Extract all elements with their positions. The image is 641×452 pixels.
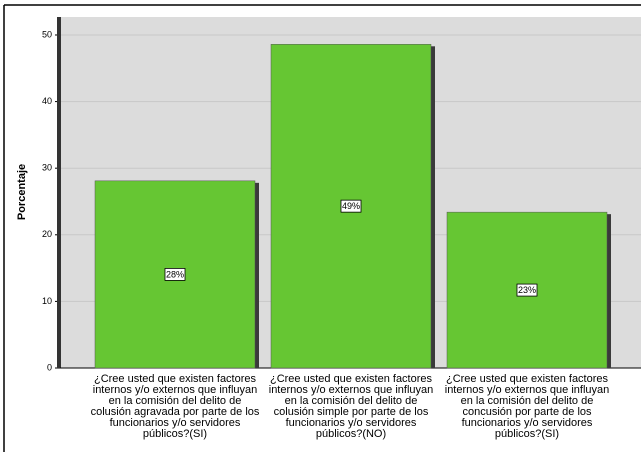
bar-shadow: [607, 214, 611, 368]
data-label: 28%: [166, 269, 184, 279]
y-tick-label: 10: [42, 296, 52, 306]
x-tick-label: ¿Cree usted que existen factores interno…: [444, 373, 610, 440]
y-axis-label: Porcentaje: [16, 164, 28, 220]
data-label-box: [164, 268, 186, 281]
data-label-box: [516, 283, 538, 297]
y-tick-label: 20: [42, 229, 52, 239]
x-tick-label: ¿Cree usted que existen factores interno…: [268, 373, 434, 440]
bar-shadow: [431, 46, 435, 368]
y-tick-label: 50: [42, 29, 52, 39]
y-tick-label: 40: [42, 96, 52, 106]
data-label-box: [340, 199, 362, 213]
x-tick-label: ¿Cree usted que existen factores interno…: [90, 373, 260, 440]
data-label: 23%: [518, 285, 536, 295]
y-axis: [57, 17, 61, 368]
y-tick-label: 0: [47, 362, 52, 372]
y-tick-label: 30: [42, 163, 52, 173]
data-label: 49%: [342, 201, 360, 211]
bar-shadow: [255, 182, 259, 368]
